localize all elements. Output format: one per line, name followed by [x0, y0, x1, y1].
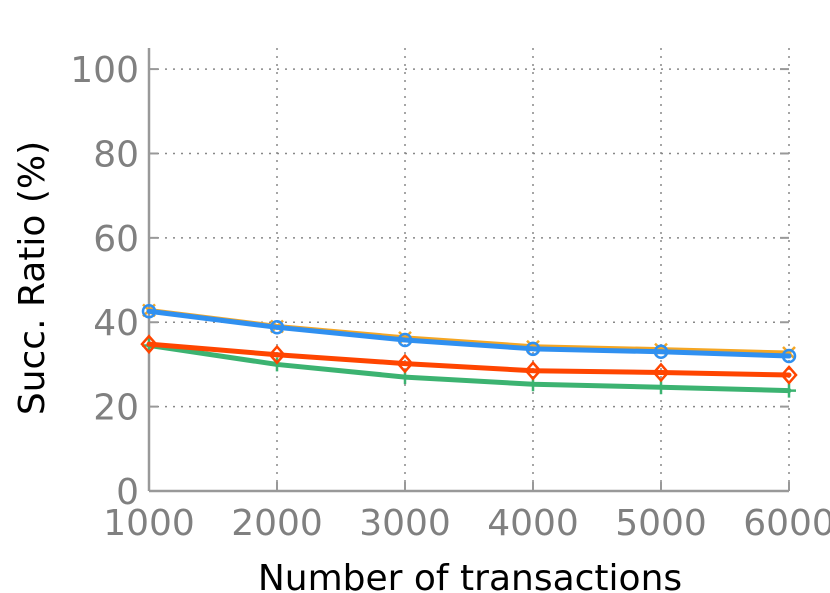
axes [147, 48, 790, 493]
x-tick-label: 3000 [359, 503, 451, 544]
series-lines [140, 303, 798, 398]
y-tick-label: 80 [93, 134, 139, 175]
circle-marker [141, 304, 157, 319]
circle-marker [397, 332, 413, 348]
x-tick-label: 6000 [743, 503, 830, 544]
plus-marker [654, 380, 668, 395]
y-axis-title: Succ. Ratio (%) [12, 141, 53, 415]
y-tick-label: 40 [93, 303, 139, 344]
y-tick-label: 60 [93, 219, 139, 260]
circle-marker [269, 320, 285, 335]
tick-labels: 0 20 40 60 80 100 1000 2000 3000 4000 5000 6000 [70, 50, 830, 544]
y-tick-label: 100 [70, 50, 139, 91]
series-line [146, 308, 792, 359]
y-tick-label: 0 [116, 472, 139, 513]
series-4 [141, 304, 797, 364]
diamond-marker [396, 353, 414, 374]
series-2 [140, 334, 798, 385]
x-axis-title: Number of transactions [258, 558, 682, 593]
x-tick-label: 1000 [103, 503, 195, 544]
circle-marker [653, 344, 669, 360]
x-tick-label: 4000 [487, 503, 579, 544]
diamond-marker [268, 344, 286, 365]
x-tick-label: 2000 [231, 503, 323, 544]
circle-marker [525, 341, 541, 357]
y-tick-label: 20 [93, 388, 139, 429]
series-line [146, 342, 792, 394]
x-tick-label: 5000 [615, 503, 707, 544]
diamond-marker [652, 362, 670, 383]
diamond-marker [140, 334, 158, 355]
grid-lines [149, 48, 790, 491]
series-line [146, 341, 792, 378]
circle-marker [781, 348, 797, 364]
diamond-marker [524, 360, 542, 381]
plus-marker [782, 383, 796, 398]
diamond-marker [780, 365, 798, 385]
